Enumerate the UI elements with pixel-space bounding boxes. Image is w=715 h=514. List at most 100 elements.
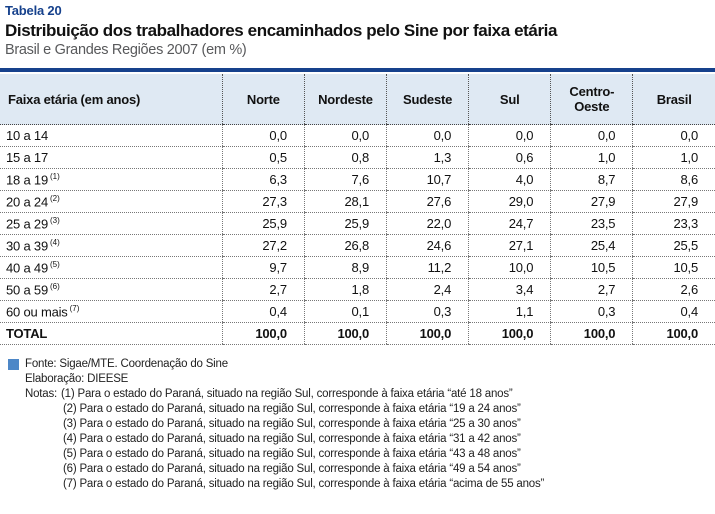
table-row: 10 a 14 0,0 0,0 0,0 0,0 0,0 0,0 bbox=[0, 124, 715, 147]
page-title: Distribuição dos trabalhadores encaminha… bbox=[5, 21, 558, 40]
value-cell: 8,9 bbox=[303, 256, 387, 279]
value-cell: 3,4 bbox=[468, 278, 551, 301]
value-cell: 27,9 bbox=[632, 190, 715, 213]
table-row: 40 a 49 (5) 9,7 8,9 11,2 10,0 10,5 10,5 bbox=[0, 256, 715, 279]
row-label-cell: 15 a 17 bbox=[0, 146, 223, 169]
table-footer: Fonte: Sigae/MTE. Coordenação do Sine El… bbox=[0, 357, 715, 492]
value-cell: 2,6 bbox=[632, 278, 715, 301]
value-cell: 2,7 bbox=[221, 278, 305, 301]
table-header: Faixa etária (em anos) Norte Nordeste Sudes… bbox=[0, 74, 715, 125]
col-header-region: Sul bbox=[468, 74, 551, 125]
row-label-cell: 40 a 49 (5) bbox=[0, 256, 223, 279]
notes-block: Notas: (1) Para o estado do Paraná, situa… bbox=[0, 387, 715, 492]
value-cell: 0,0 bbox=[550, 124, 633, 147]
footnote-marker: (2) bbox=[49, 193, 60, 203]
value-cell: 22,0 bbox=[386, 212, 469, 235]
value-cell: 25,9 bbox=[221, 212, 305, 235]
value-cell: 27,3 bbox=[221, 190, 305, 213]
value-cell: 2,4 bbox=[386, 278, 469, 301]
value-cell: 0,5 bbox=[221, 146, 305, 169]
value-cell: 0,3 bbox=[386, 300, 469, 323]
value-cell: 27,6 bbox=[386, 190, 469, 213]
value-cell: 10,7 bbox=[386, 168, 469, 191]
value-cell: 1,8 bbox=[303, 278, 387, 301]
table-row: 25 a 29 (3) 25,9 25,9 22,0 24,7 23,5 23,3 bbox=[0, 212, 715, 235]
table-row: 20 a 24 (2) 27,3 28,1 27,6 29,0 27,9 27,9 bbox=[0, 190, 715, 213]
data-table: Faixa etária (em anos) Norte Nordeste Sudes… bbox=[0, 74, 715, 345]
value-cell: 1,0 bbox=[550, 146, 633, 169]
note-line: (2) Para o estado do Paraná, situado na … bbox=[63, 403, 521, 415]
value-cell: 8,6 bbox=[632, 168, 715, 191]
value-cell: 27,2 bbox=[221, 234, 305, 257]
value-cell: 0,1 bbox=[303, 300, 387, 323]
row-label-cell: 50 a 59 (6) bbox=[0, 278, 223, 301]
value-cell: 10,5 bbox=[550, 256, 633, 279]
value-cell: 2,7 bbox=[550, 278, 633, 301]
value-cell: 0,6 bbox=[468, 146, 551, 169]
table-row: 18 a 19 (1) 6,3 7,6 10,7 4,0 8,7 8,6 bbox=[0, 168, 715, 191]
value-cell: 0,0 bbox=[386, 124, 469, 147]
row-label-text: 30 a 39 bbox=[6, 238, 48, 254]
value-cell: 8,7 bbox=[550, 168, 633, 191]
value-cell: 9,7 bbox=[221, 256, 305, 279]
notes-label: Notas: bbox=[25, 388, 58, 400]
table-row: 60 ou mais (7) 0,4 0,1 0,3 1,1 0,3 0,4 bbox=[0, 300, 715, 323]
total-value-cell: 100,0 bbox=[632, 322, 715, 345]
legend-square-icon bbox=[8, 359, 19, 370]
row-label-cell: 60 ou mais (7) bbox=[0, 300, 223, 323]
value-cell: 1,3 bbox=[386, 146, 469, 169]
table-row: 50 a 59 (6) 2,7 1,8 2,4 3,4 2,7 2,6 bbox=[0, 278, 715, 301]
row-label-text: 20 a 24 bbox=[6, 194, 48, 210]
page-subtitle: Brasil e Grandes Regiões 2007 (em %) bbox=[5, 42, 247, 58]
value-cell: 25,9 bbox=[303, 212, 387, 235]
row-label-cell: 25 a 29 (3) bbox=[0, 212, 223, 235]
footnote-marker: (7) bbox=[69, 303, 80, 313]
value-cell: 0,0 bbox=[632, 124, 715, 147]
table-number: Tabela 20 bbox=[5, 3, 62, 18]
note-line: (4) Para o estado do Paraná, situado na … bbox=[63, 433, 521, 445]
row-label-text: 40 a 49 bbox=[6, 260, 48, 276]
total-value-cell: 100,0 bbox=[386, 322, 469, 345]
source-line: Fonte: Sigae/MTE. Coordenação do Sine bbox=[0, 357, 715, 372]
value-cell: 27,1 bbox=[468, 234, 551, 257]
note-line: (3) Para o estado do Paraná, situado na … bbox=[63, 418, 521, 430]
col-header-region: Sudeste bbox=[386, 74, 469, 125]
value-cell: 0,4 bbox=[221, 300, 305, 323]
value-cell: 0,0 bbox=[468, 124, 551, 147]
total-row: TOTAL 100,0 100,0 100,0 100,0 100,0 100,0 bbox=[0, 322, 715, 345]
row-label-cell: 30 a 39 (4) bbox=[0, 234, 223, 257]
value-cell: 23,3 bbox=[632, 212, 715, 235]
top-rule-divider bbox=[0, 68, 715, 72]
value-cell: 28,1 bbox=[303, 190, 387, 213]
total-value-cell: 100,0 bbox=[221, 322, 305, 345]
value-cell: 24,6 bbox=[386, 234, 469, 257]
value-cell: 0,4 bbox=[632, 300, 715, 323]
row-label-text: 25 a 29 bbox=[6, 216, 48, 232]
footnote-marker: (4) bbox=[49, 237, 60, 247]
value-cell: 1,1 bbox=[468, 300, 551, 323]
value-cell: 0,8 bbox=[303, 146, 387, 169]
row-label-text: 18 a 19 bbox=[6, 172, 48, 188]
value-cell: 29,0 bbox=[468, 190, 551, 213]
table-row: 30 a 39 (4) 27,2 26,8 24,6 27,1 25,4 25,5 bbox=[0, 234, 715, 257]
row-label-text: 10 a 14 bbox=[6, 128, 48, 143]
footnote-marker: (1) bbox=[49, 171, 60, 181]
value-cell: 27,9 bbox=[550, 190, 633, 213]
col-header-region: Norte bbox=[221, 74, 305, 125]
value-cell: 7,6 bbox=[303, 168, 387, 191]
value-cell: 0,3 bbox=[550, 300, 633, 323]
footnote-marker: (5) bbox=[49, 259, 60, 269]
note-line: (5) Para o estado do Paraná, situado na … bbox=[63, 448, 521, 460]
elaboration-text: Elaboração: DIEESE bbox=[25, 373, 129, 385]
value-cell: 0,0 bbox=[221, 124, 305, 147]
value-cell: 25,5 bbox=[632, 234, 715, 257]
table-row: 15 a 17 0,5 0,8 1,3 0,6 1,0 1,0 bbox=[0, 146, 715, 169]
value-cell: 23,5 bbox=[550, 212, 633, 235]
footnote-marker: (6) bbox=[49, 281, 60, 291]
total-value-cell: 100,0 bbox=[303, 322, 387, 345]
value-cell: 25,4 bbox=[550, 234, 633, 257]
value-cell: 24,7 bbox=[468, 212, 551, 235]
table-body: 10 a 14 0,0 0,0 0,0 0,0 0,0 0,0 15 a 17 0,5 0,8 1,… bbox=[0, 124, 715, 345]
source-text: Fonte: Sigae/MTE. Coordenação do Sine bbox=[25, 358, 228, 370]
